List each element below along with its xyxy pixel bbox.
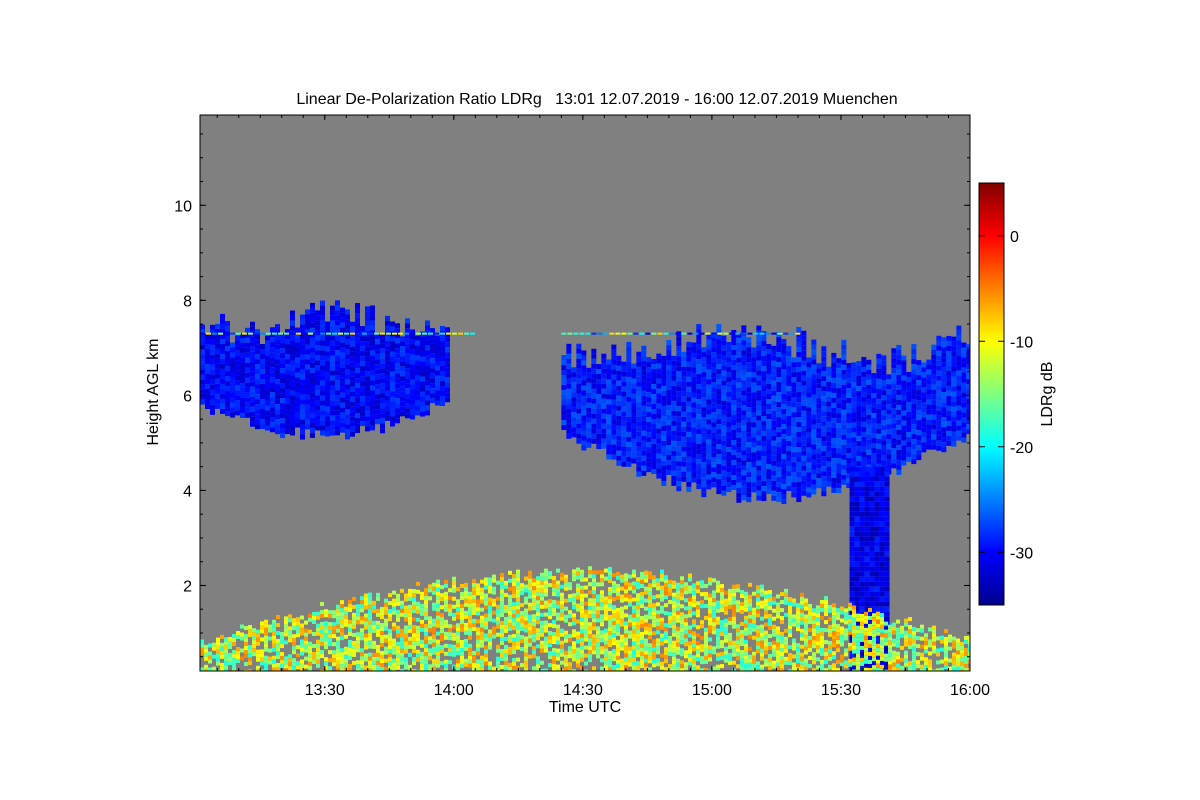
ldr-feature-artifact-line <box>561 332 801 335</box>
ldr-data-layer <box>200 300 970 671</box>
x-tick-label: 14:30 <box>563 682 603 699</box>
colorbar-tick-label: 0 <box>1010 229 1019 246</box>
y-tick-label: 10 <box>174 198 192 215</box>
y-tick-label: 8 <box>183 293 192 310</box>
x-tick-label: 13:30 <box>305 682 345 699</box>
ldr-feature-artifact-line <box>200 332 475 335</box>
colorbar-tick-label: -20 <box>1010 440 1033 457</box>
colorbar-axis: 0 -10 -20 -30 <box>979 229 1033 562</box>
x-tick-label: 15:00 <box>692 682 732 699</box>
ldr-feature-cirrus <box>561 324 970 505</box>
ldr-feature-aerosol <box>200 566 970 671</box>
x-tick-label: 14:00 <box>434 682 474 699</box>
ldr-feature-cirrus <box>200 300 450 440</box>
y-axis: 2 4 6 8 10 <box>174 133 970 658</box>
plot-frame <box>199 114 971 672</box>
x-tick-label: 16:00 <box>950 682 990 699</box>
y-tick-label: 2 <box>183 578 192 595</box>
y-tick-label: 6 <box>183 388 192 405</box>
y-axis-label: Height AGL km <box>145 338 162 445</box>
colorbar-tick-label: -30 <box>1010 545 1033 562</box>
y-tick-label: 4 <box>183 483 192 500</box>
chart-title: Linear De-Polarization Ratio LDRg 13:01 … <box>296 91 897 108</box>
x-axis-label: Time UTC <box>549 699 621 716</box>
x-tick-label: 15:30 <box>821 682 861 699</box>
x-axis: 13:30 14:00 14:30 15:00 15:30 16:00 <box>216 115 990 699</box>
colorbar <box>978 182 1005 606</box>
colorbar-label: LDRg dB <box>1039 362 1056 427</box>
colorbar-tick-label: -10 <box>1010 334 1033 351</box>
